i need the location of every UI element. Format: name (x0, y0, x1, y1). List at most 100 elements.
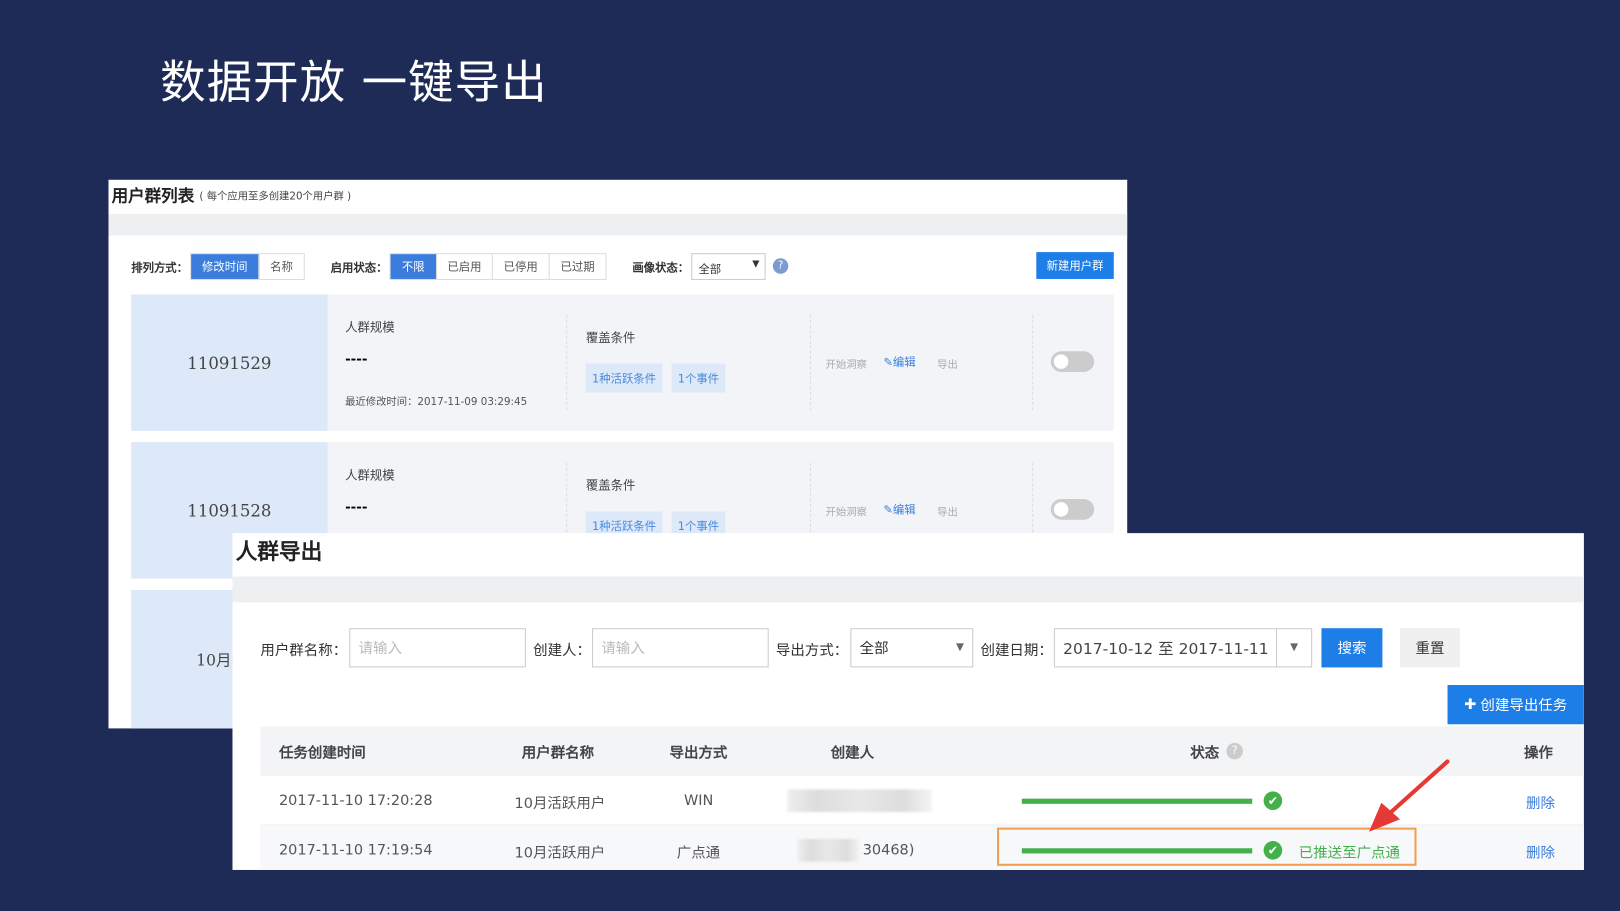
col-method: 导出方式 (669, 744, 728, 762)
reset-button[interactable]: 重置 (1399, 628, 1460, 668)
status-expired[interactable]: 已过期 (560, 260, 595, 274)
delete-link[interactable]: 删除 (1526, 845, 1555, 862)
col-group-name: 用户群名称 (521, 744, 595, 762)
cell-creator: 30468) (862, 842, 915, 859)
date-range-picker[interactable]: 2017-10-12 至 2017-11-11 ▼ (1053, 628, 1313, 668)
enable-toggle[interactable] (1050, 499, 1095, 520)
creator-label: 创建人： (533, 642, 591, 660)
enable-toggle[interactable] (1050, 351, 1095, 372)
cell-group: 10月活跃用户 (514, 795, 606, 813)
scale-label: 人群规模 (345, 468, 395, 483)
create-label: 创建导出任务 (1480, 697, 1568, 714)
portrait-select[interactable]: 全部 ▼ (691, 253, 766, 280)
col-creator: 创建人 (830, 744, 875, 762)
col-status: 状态 (1190, 744, 1220, 762)
search-button[interactable]: 搜索 (1321, 628, 1383, 668)
group-card[interactable]: 11091529 人群规模 ---- 最近修改时间：2017-11-09 03:… (131, 294, 1114, 431)
group-id: 11091529 (131, 294, 328, 431)
divider (566, 315, 568, 411)
portrait-label: 画像状态： (632, 261, 690, 275)
col-action: 操作 (1523, 744, 1553, 762)
chevron-down-icon[interactable]: ▼ (1276, 629, 1311, 667)
delete-link[interactable]: 删除 (1526, 795, 1555, 813)
sort-toggle: 修改时间 名称 (190, 253, 305, 280)
pencil-icon: ✎ (883, 355, 893, 369)
progress-bar (1021, 798, 1253, 804)
slide-title: 数据开放 一键导出 (160, 56, 548, 110)
help-icon[interactable]: ? (1226, 742, 1243, 760)
divider-band (108, 213, 1128, 236)
modified-time: 最近修改时间：2017-11-09 03:29:45 (345, 396, 528, 409)
divider (1032, 315, 1034, 411)
edit-label: 编辑 (892, 355, 916, 369)
table-row: 2017-11-10 17:20:28 10月活跃用户 WIN ✔ 删除 (260, 776, 1584, 826)
red-arrow-annotation (1368, 759, 1450, 832)
divider (566, 462, 568, 558)
export-link[interactable]: 导出 (937, 359, 958, 371)
progress-fill (1021, 798, 1253, 804)
edit-link[interactable]: ✎编辑 (883, 501, 915, 518)
edit-link[interactable]: ✎编辑 (883, 353, 915, 370)
sort-name[interactable]: 名称 (270, 260, 293, 274)
panel-title: 人群导出 (235, 539, 323, 565)
chevron-down-icon: ▼ (956, 641, 964, 653)
sort-label: 排列方式： (131, 261, 189, 275)
audience-export-panel: 人群导出 用户群名称： 请输入 创建人： 请输入 导出方式： 全部 ▼ 创建日期：… (232, 533, 1584, 870)
cell-method: WIN (683, 792, 714, 809)
pencil-icon: ✎ (883, 503, 893, 517)
cell-method: 广点通 (676, 845, 721, 862)
scale-label: 人群规模 (345, 320, 395, 335)
progress-fill (1021, 848, 1253, 854)
highlight-box (997, 827, 1417, 866)
status-text: 已推送至广点通 (1298, 845, 1400, 862)
table-row: 2017-11-10 17:19:54 10月活跃用户 广点通 30468) ✔… (260, 825, 1584, 870)
sort-modified-time[interactable]: 修改时间 (191, 254, 260, 279)
cell-time: 2017-11-10 17:20:28 (278, 792, 433, 809)
status-label: 启用状态： (330, 261, 388, 275)
check-circle-icon: ✔ (1263, 841, 1283, 860)
panel-title: 用户群列表 (111, 185, 195, 206)
creator-input[interactable]: 请输入 (592, 628, 769, 668)
status-disabled[interactable]: 已停用 (493, 254, 550, 279)
method-select[interactable]: 全部 ▼ (850, 628, 974, 668)
group-name-input[interactable]: 请输入 (349, 628, 526, 668)
start-insight-link[interactable]: 开始洞察 (825, 507, 867, 519)
col-created-time: 任务创建时间 (278, 744, 366, 762)
chevron-down-icon: ▼ (752, 259, 760, 270)
divider (1032, 462, 1034, 558)
progress-bar (1021, 848, 1253, 854)
status-toggle: 不限 已启用 已停用 已过期 (389, 253, 607, 280)
panel-subtitle: ( 每个应用至多创建20个用户群 ) (199, 191, 352, 203)
start-insight-link[interactable]: 开始洞察 (825, 359, 867, 371)
status-enabled[interactable]: 已启用 (437, 254, 493, 279)
cond-label: 覆盖条件 (585, 330, 636, 346)
plus-icon: ✚ (1464, 696, 1477, 713)
condition-tag: 1种活跃条件 (585, 363, 663, 393)
method-value: 全部 (859, 640, 889, 658)
method-label: 导出方式： (775, 642, 849, 660)
cell-creator-redacted (797, 838, 860, 862)
portrait-value: 全部 (698, 262, 722, 276)
check-circle-icon: ✔ (1263, 791, 1283, 811)
date-value: 2017-10-12 至 2017-11-11 (1063, 639, 1269, 658)
edit-label: 编辑 (892, 503, 916, 517)
cell-group: 10月活跃用户 (514, 845, 606, 862)
event-tag: 1个事件 (671, 363, 726, 393)
group-name-label: 用户群名称： (260, 642, 348, 660)
new-user-group-button[interactable]: 新建用户群 (1036, 252, 1114, 279)
create-export-task-button[interactable]: ✚ 创建导出任务 (1447, 685, 1584, 725)
export-link[interactable]: 导出 (937, 507, 958, 519)
divider (810, 315, 812, 411)
scale-value: ---- (345, 352, 368, 368)
date-label: 创建日期： (980, 642, 1053, 660)
status-all[interactable]: 不限 (390, 254, 438, 279)
scale-value: ---- (345, 500, 368, 516)
table-header: 任务创建时间 用户群名称 导出方式 创建人 状态 ? 操作 (260, 726, 1584, 776)
cell-creator-redacted (787, 789, 932, 813)
help-icon[interactable]: ? (772, 258, 789, 274)
cell-time: 2017-11-10 17:19:54 (278, 842, 433, 859)
divider (810, 462, 812, 558)
divider-band (232, 576, 1584, 603)
cond-label: 覆盖条件 (585, 478, 636, 493)
